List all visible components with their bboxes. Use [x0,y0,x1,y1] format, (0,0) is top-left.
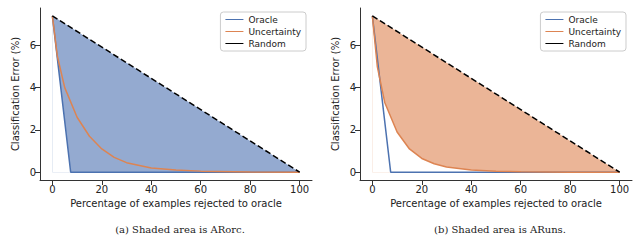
svg-text:Oracle: Oracle [568,15,598,25]
svg-text:0: 0 [369,184,375,195]
svg-text:100: 100 [610,184,629,195]
svg-text:(b) Shaded area is ARuns.: (b) Shaded area is ARuns. [434,224,566,235]
svg-text:4: 4 [350,82,356,93]
svg-text:2: 2 [350,124,356,135]
svg-text:Random: Random [568,39,605,49]
svg-text:100: 100 [290,184,309,195]
svg-text:60: 60 [514,184,527,195]
svg-text:Percentage of examples rejecte: Percentage of examples rejected to oracl… [70,198,282,209]
svg-text:Random: Random [248,39,285,49]
svg-text:Classification Error (%): Classification Error (%) [330,37,341,151]
svg-text:80: 80 [564,184,577,195]
svg-text:40: 40 [465,184,478,195]
svg-text:6: 6 [30,40,36,51]
svg-text:4: 4 [30,82,36,93]
svg-text:60: 60 [194,184,207,195]
svg-text:20: 20 [95,184,108,195]
svg-text:40: 40 [145,184,158,195]
svg-text:6: 6 [350,40,356,51]
svg-text:20: 20 [415,184,428,195]
svg-text:0: 0 [350,167,356,178]
svg-text:Oracle: Oracle [248,15,278,25]
svg-text:Uncertainty: Uncertainty [248,27,301,37]
svg-text:Uncertainty: Uncertainty [568,27,621,37]
svg-text:(a) Shaded area is ARorc.: (a) Shaded area is ARorc. [115,224,245,235]
svg-text:Percentage of examples rejecte: Percentage of examples rejected to oracl… [390,198,602,209]
svg-text:0: 0 [30,167,36,178]
svg-text:2: 2 [30,124,36,135]
svg-text:Classification Error (%): Classification Error (%) [10,37,21,151]
svg-text:0: 0 [49,184,55,195]
svg-text:80: 80 [244,184,257,195]
